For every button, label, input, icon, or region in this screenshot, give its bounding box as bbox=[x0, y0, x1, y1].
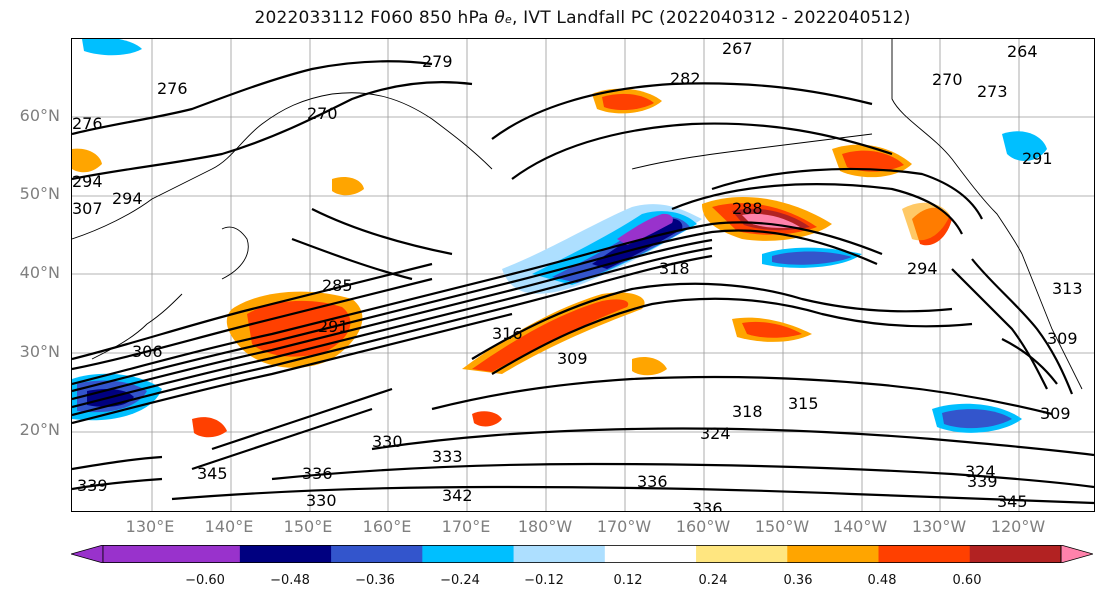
colorbar-outline bbox=[102, 545, 1062, 563]
colorbar bbox=[71, 545, 1093, 563]
lon-label: 140°E bbox=[204, 517, 254, 536]
colorbar-tick: −0.60 bbox=[185, 573, 225, 588]
contour-label: 267 bbox=[722, 39, 753, 58]
contour-label: 294 bbox=[112, 189, 143, 208]
map-canvas: 279 276 276 282 294 294 270 267 264 270 … bbox=[72, 39, 1094, 511]
contour-label: 285 bbox=[322, 276, 353, 295]
contour-label: 270 bbox=[307, 104, 338, 123]
lat-label: 20°N bbox=[19, 420, 60, 439]
colorbar-segment bbox=[604, 545, 697, 563]
contour-label: 339 bbox=[77, 476, 108, 495]
lon-label: 170°W bbox=[596, 517, 652, 536]
contour-label: 276 bbox=[157, 79, 188, 98]
map-title: 2022033112 F060 850 hPa θe, IVT Landfall… bbox=[0, 8, 1105, 28]
lon-label: 150°E bbox=[283, 517, 333, 536]
contour-label: 345 bbox=[197, 464, 228, 483]
colorbar-segment bbox=[331, 545, 423, 563]
contour-label: 336 bbox=[637, 472, 668, 491]
contour-label: 315 bbox=[788, 394, 819, 413]
contour-label: 282 bbox=[670, 69, 701, 88]
colorbar-tick: 0.36 bbox=[783, 573, 813, 588]
contour-label-group: 279 276 276 282 294 294 270 267 264 270 … bbox=[72, 39, 1083, 511]
contour-label: 273 bbox=[977, 82, 1008, 101]
coastlines bbox=[72, 39, 1083, 390]
colorbar-tick: 0.60 bbox=[952, 573, 982, 588]
lon-label: 170°E bbox=[441, 517, 491, 536]
contour-label: 339 bbox=[967, 472, 998, 491]
contour-label: 288 bbox=[732, 199, 763, 218]
contour-label: 276 bbox=[72, 114, 103, 133]
lon-label: 180°W bbox=[517, 517, 573, 536]
lon-label: 120°W bbox=[990, 517, 1046, 536]
contour-label: 279 bbox=[422, 52, 453, 71]
colorbar-segment bbox=[696, 545, 788, 563]
colorbar-segment bbox=[422, 545, 515, 563]
colorbar-tick: −0.48 bbox=[270, 573, 310, 588]
lon-label: 130°W bbox=[911, 517, 967, 536]
contour-label: 291 bbox=[318, 317, 349, 336]
contour-label: 316 bbox=[492, 324, 523, 343]
contour-label: 342 bbox=[442, 486, 473, 505]
title-symbol-sub: e bbox=[504, 13, 512, 26]
title-prefix: 2022033112 F060 850 hPa bbox=[254, 8, 495, 28]
contour-label: 336 bbox=[302, 464, 333, 483]
colorbar-tick: 0.12 bbox=[613, 573, 643, 588]
colorbar-segment bbox=[878, 545, 971, 563]
contour-label: 330 bbox=[372, 432, 403, 451]
colorbar-tick: −0.12 bbox=[524, 573, 564, 588]
contour-label: 264 bbox=[1007, 42, 1038, 61]
colorbar-tick: 0.24 bbox=[698, 573, 728, 588]
colorbar-tick: −0.24 bbox=[440, 573, 480, 588]
colorbar-tick: 0.48 bbox=[867, 573, 897, 588]
contour-label: 333 bbox=[432, 447, 463, 466]
contour-label: 318 bbox=[659, 259, 690, 278]
contour-label: 291 bbox=[1022, 149, 1053, 168]
colorbar-segments bbox=[71, 545, 1093, 563]
lat-label: 60°N bbox=[19, 106, 60, 125]
contour-label: 345 bbox=[997, 492, 1028, 511]
lat-label: 40°N bbox=[19, 263, 60, 282]
lon-label: 160°W bbox=[675, 517, 731, 536]
lon-label: 140°W bbox=[832, 517, 888, 536]
colorbar-segment bbox=[513, 545, 606, 563]
title-suffix: , IVT Landfall PC (2022040312 - 20220405… bbox=[511, 8, 911, 28]
contour-label: 309 bbox=[1047, 329, 1078, 348]
lat-label: 30°N bbox=[19, 342, 60, 361]
lon-label: 150°W bbox=[754, 517, 810, 536]
colorbar-segment bbox=[787, 545, 880, 563]
contour-label: 324 bbox=[965, 462, 996, 481]
contour-label: 330 bbox=[306, 491, 337, 510]
theta-e-contours bbox=[72, 60, 1094, 505]
contour-label: 270 bbox=[932, 70, 963, 89]
colorbar-extend-low bbox=[71, 545, 104, 563]
contour-label: 336 bbox=[692, 499, 723, 511]
contour-label: 294 bbox=[72, 172, 103, 191]
colorbar-tick: −0.36 bbox=[355, 573, 395, 588]
lon-label: 160°E bbox=[362, 517, 412, 536]
colorbar-extend-high bbox=[1060, 545, 1093, 563]
contour-label: 324 bbox=[700, 424, 731, 443]
map-panel: 279 276 276 282 294 294 270 267 264 270 … bbox=[71, 38, 1095, 512]
contour-label: 313 bbox=[1052, 279, 1083, 298]
lon-label: 130°E bbox=[125, 517, 175, 536]
contour-label: 294 bbox=[907, 259, 938, 278]
colorbar-segment bbox=[969, 545, 1062, 563]
lat-label: 50°N bbox=[19, 184, 60, 203]
contour-label: 318 bbox=[732, 402, 763, 421]
contour-label: 306 bbox=[132, 342, 163, 361]
contour-label: 307 bbox=[72, 199, 103, 218]
contour-label: 309 bbox=[1040, 404, 1071, 423]
colorbar-segment bbox=[239, 545, 332, 563]
contour-label: 309 bbox=[557, 349, 588, 368]
colorbar-segment bbox=[103, 545, 241, 563]
title-symbol: θ bbox=[494, 8, 505, 28]
